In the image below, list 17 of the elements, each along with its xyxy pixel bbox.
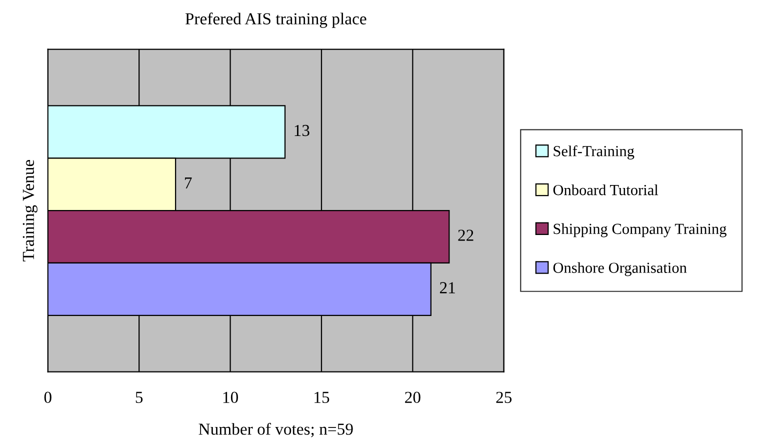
x-tick-label: 20 xyxy=(405,392,420,404)
x-tick-label: 25 xyxy=(496,392,512,404)
x-tick-label: 15 xyxy=(314,392,330,404)
x-axis-title: Number of votes; n=59 xyxy=(198,422,353,438)
x-tick-label: 5 xyxy=(136,392,143,404)
data-label: 13 xyxy=(294,124,310,136)
data-label: 21 xyxy=(440,282,455,294)
x-tick-label: 10 xyxy=(223,392,238,404)
legend-label: Onshore Organisation xyxy=(553,262,687,276)
legend-label: Onboard Tutorial xyxy=(553,184,658,196)
y-axis-title: Training Venue xyxy=(22,160,38,262)
data-label: 22 xyxy=(458,230,474,241)
chart-title: Prefered AIS training place xyxy=(185,12,366,28)
legend-label: Shipping Company Training xyxy=(554,223,726,238)
legend-label: Self-Training xyxy=(554,145,634,160)
data-label: 7 xyxy=(184,177,192,188)
x-tick-label: 0 xyxy=(44,392,52,404)
